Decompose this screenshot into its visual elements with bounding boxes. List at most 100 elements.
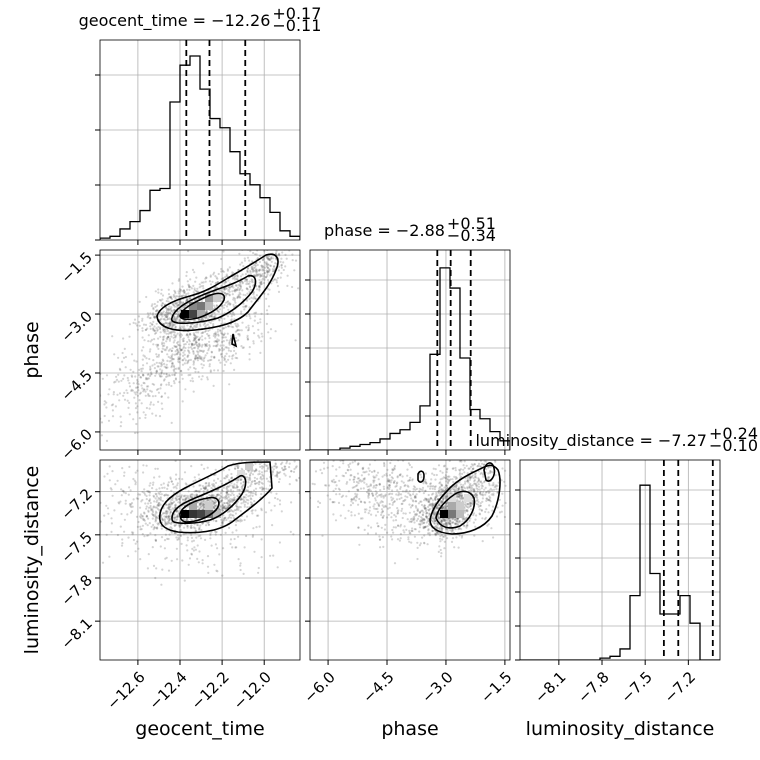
sample-point	[219, 330, 222, 333]
sample-point	[189, 358, 192, 361]
sample-point	[256, 288, 259, 291]
sample-point	[480, 509, 483, 512]
sample-point	[225, 292, 229, 295]
sample-point	[442, 497, 445, 500]
sample-point	[437, 489, 441, 492]
sample-point	[161, 407, 164, 410]
sample-point	[259, 275, 262, 278]
sample-point	[146, 316, 149, 319]
sample-point	[198, 342, 201, 345]
sample-point	[191, 380, 195, 383]
sample-point	[431, 529, 434, 533]
sample-point	[175, 547, 178, 550]
sample-point	[228, 499, 231, 502]
sample-point	[239, 283, 242, 286]
sample-point	[167, 349, 170, 352]
sample-point	[250, 503, 253, 507]
sample-point	[360, 480, 363, 483]
sample-point	[226, 474, 229, 477]
sample-point	[205, 500, 208, 503]
sample-point	[253, 319, 256, 322]
sample-point	[164, 322, 167, 325]
sample-point	[173, 344, 176, 348]
sample-point	[259, 283, 262, 286]
sample-point	[257, 328, 260, 331]
sample-point	[132, 370, 135, 373]
sample-point	[413, 518, 416, 521]
sample-point	[173, 374, 176, 377]
sample-point	[187, 283, 190, 286]
sample-point	[166, 318, 169, 321]
sample-point	[185, 502, 188, 505]
sample-point	[150, 390, 153, 393]
sample-point	[225, 293, 228, 296]
sample-point	[460, 496, 463, 499]
sample-point	[167, 515, 170, 518]
sample-point	[288, 462, 291, 465]
sample-point	[431, 499, 434, 502]
sample-point	[170, 480, 173, 483]
sample-point	[203, 343, 206, 346]
sample-point	[473, 534, 476, 537]
sample-point	[247, 489, 250, 492]
sample-point	[215, 495, 218, 498]
sample-point	[437, 503, 441, 506]
sample-point	[237, 535, 240, 538]
sample-point	[227, 347, 230, 350]
sample-point	[229, 500, 233, 503]
sample-point	[262, 259, 265, 262]
sample-point	[368, 501, 371, 504]
sample-point	[436, 504, 439, 508]
sample-point	[170, 527, 173, 530]
sample-point	[158, 415, 162, 418]
sample-point	[462, 517, 465, 520]
sample-point	[123, 347, 126, 350]
sample-point	[224, 346, 227, 349]
sample-point	[145, 295, 148, 299]
sample-point	[228, 478, 231, 482]
sample-point	[152, 359, 155, 362]
sample-point	[445, 484, 448, 487]
sample-point	[476, 488, 479, 491]
sample-point	[498, 453, 500, 455]
sample-point	[174, 295, 177, 298]
sample-point	[128, 385, 132, 388]
sample-point	[234, 290, 237, 293]
sample-point	[160, 304, 163, 307]
sample-point	[167, 308, 170, 311]
sample-point	[415, 513, 418, 516]
sample-point	[471, 464, 474, 467]
sample-point	[159, 545, 162, 548]
sample-point	[138, 417, 141, 420]
sample-point	[174, 497, 177, 500]
sample-point	[233, 509, 236, 512]
sample-point	[436, 506, 439, 509]
sample-point	[141, 517, 144, 520]
sample-point	[184, 497, 187, 500]
sample-point	[166, 336, 169, 339]
sample-point	[197, 490, 200, 493]
sample-point	[276, 284, 279, 288]
sample-point	[264, 276, 267, 279]
sample-point	[456, 518, 459, 521]
sample-point	[126, 391, 129, 395]
sample-point	[155, 567, 158, 570]
sample-point	[458, 472, 462, 475]
sample-point	[153, 302, 156, 306]
sample-point	[216, 493, 219, 496]
sample-point	[224, 477, 227, 480]
panel-frame	[99, 459, 301, 661]
sample-point	[198, 484, 201, 487]
sample-point	[259, 274, 262, 277]
sample-point	[186, 340, 189, 344]
sample-point	[234, 301, 237, 304]
sample-point	[195, 276, 198, 279]
sample-point	[274, 465, 277, 468]
sample-point	[197, 338, 200, 341]
sample-point	[266, 279, 270, 282]
sample-point	[233, 278, 236, 281]
sample-point	[232, 303, 235, 306]
sample-point	[193, 490, 196, 493]
sample-point	[138, 300, 141, 303]
density-cell	[213, 510, 221, 518]
